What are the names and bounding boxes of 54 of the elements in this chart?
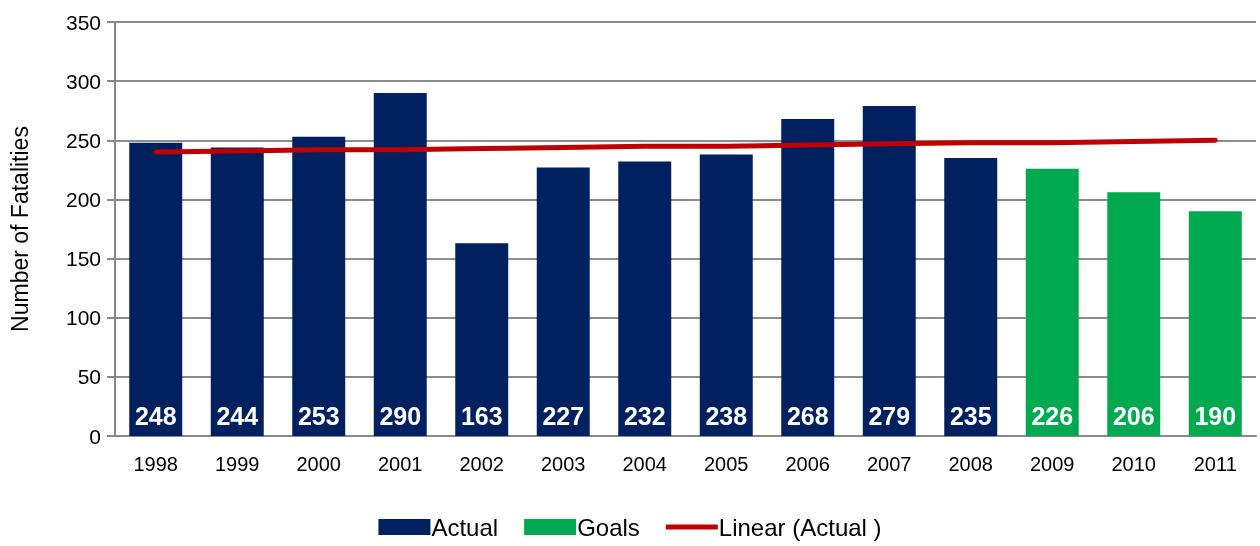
y-tick-label: 200	[65, 187, 101, 211]
y-tick-label: 250	[65, 128, 101, 152]
data-label: 226	[1031, 401, 1074, 430]
x-tick-label: 2000	[296, 453, 341, 475]
bar	[618, 161, 672, 436]
bar	[781, 118, 835, 436]
data-label: 235	[949, 401, 992, 430]
legend-label: Linear (Actual )	[718, 513, 882, 541]
y-tick-label: 300	[65, 69, 101, 93]
x-tick-label: 2008	[948, 453, 993, 475]
x-tick-label: 2007	[867, 453, 912, 475]
x-tick-label: 2003	[541, 453, 586, 475]
x-tick-label: 2011	[1193, 453, 1237, 475]
bar	[699, 154, 753, 436]
data-label: 238	[705, 401, 748, 430]
data-label: 163	[460, 401, 503, 430]
data-label: 253	[297, 401, 340, 430]
bar	[536, 167, 590, 436]
x-tick-label: 2002	[459, 453, 504, 475]
bar	[455, 243, 509, 436]
bar	[862, 105, 916, 436]
bar	[373, 92, 427, 436]
data-label: 279	[868, 401, 911, 430]
x-tick-label: 2006	[785, 453, 830, 475]
bar	[1025, 168, 1079, 436]
legend-label: Goals	[577, 513, 640, 541]
x-tick-label: 2010	[1111, 453, 1156, 475]
y-tick-label: 0	[89, 424, 101, 448]
bar	[1188, 211, 1242, 436]
y-tick-label: 150	[65, 247, 101, 271]
x-tick-label: 2009	[1030, 453, 1075, 475]
data-label: 232	[623, 401, 666, 430]
x-tick-label: 2004	[622, 453, 667, 475]
data-label: 227	[542, 401, 585, 430]
bar	[1107, 192, 1161, 436]
legend-label: Actual	[431, 513, 499, 541]
data-label: 268	[786, 401, 829, 430]
y-tick-label: 100	[65, 306, 101, 330]
data-label: 248	[134, 401, 177, 430]
bar	[210, 147, 264, 436]
x-tick-label: 1998	[133, 453, 178, 475]
data-label: 206	[1112, 401, 1155, 430]
y-tick-label: 350	[65, 10, 101, 34]
x-tick-label: 2005	[704, 453, 749, 475]
data-label: 244	[216, 401, 259, 430]
bar	[292, 136, 346, 436]
y-axis-title: Number of Fatalities	[6, 126, 33, 332]
bar	[944, 158, 998, 436]
bar	[129, 142, 183, 436]
data-label: 290	[379, 401, 422, 430]
x-tick-label: 1999	[215, 453, 260, 475]
x-tick-label: 2001	[378, 453, 423, 475]
y-tick-label: 50	[77, 365, 101, 389]
data-label: 190	[1194, 401, 1237, 430]
